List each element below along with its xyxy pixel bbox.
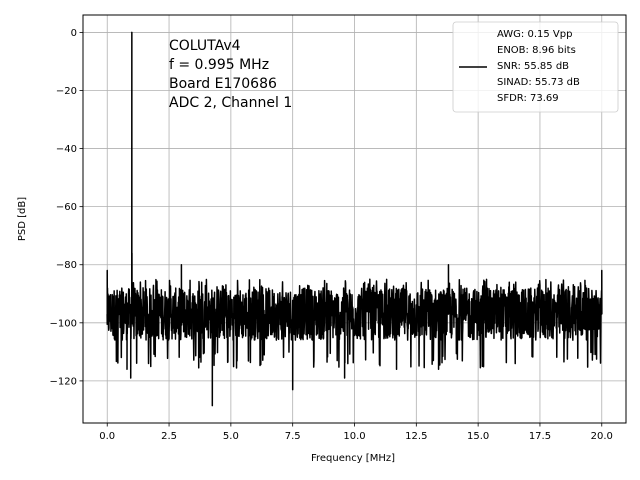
x-tick-label: 20.0 [591, 431, 613, 442]
series-group [106, 31, 603, 407]
x-tick-label: 2.5 [161, 431, 177, 442]
y-tick-label: −120 [50, 376, 77, 387]
x-tick-label: 0.0 [99, 431, 115, 442]
legend-entry: AWG: 0.15 Vpp [497, 29, 572, 40]
legend-entry: SFDR: 73.69 [497, 93, 559, 104]
legend-entry: SINAD: 55.73 dB [497, 77, 580, 88]
grid-lines [83, 15, 626, 423]
x-tick-label: 12.5 [405, 431, 427, 442]
x-tick-label: 10.0 [343, 431, 365, 442]
x-tick-label: 17.5 [529, 431, 551, 442]
legend-frame [452, 21, 619, 113]
y-axis-label: PSD [dB] [17, 197, 28, 241]
y-tick-label: 0 [71, 28, 77, 39]
y-tick-label: −40 [56, 144, 77, 155]
y-tick-label: −100 [50, 318, 77, 329]
annotation-line: COLUTAv4 [169, 38, 241, 54]
y-axis-ticks: 0 −20 −40 −60 −80 −100 −120 [50, 28, 83, 387]
annotation-line: f = 0.995 MHz [169, 57, 269, 73]
y-tick-label: −20 [56, 86, 77, 97]
x-tick-label: 7.5 [285, 431, 301, 442]
legend-entry: ENOB: 8.96 bits [497, 45, 576, 56]
legend-entry: SNR: 55.85 dB [497, 61, 569, 72]
chart-annotation: COLUTAv4 f = 0.995 MHz Board E170686 ADC 2,… [169, 38, 292, 111]
y-tick-label: −60 [56, 202, 77, 213]
legend: AWG: 0.15 Vpp ENOB: 8.96 bits SNR: 55.85 d… [452, 21, 619, 113]
y-tick-label: −80 [56, 260, 77, 271]
annotation-line: ADC 2, Channel 1 [169, 95, 292, 111]
x-axis-ticks: 0.0 2.5 5.0 7.5 10.0 12.5 15.0 17.5 20.0 [99, 423, 613, 442]
annotation-line: Board E170686 [169, 76, 277, 92]
x-axis-label: Frequency [MHz] [311, 453, 395, 464]
psd-series-line [106, 31, 603, 407]
x-tick-label: 5.0 [223, 431, 239, 442]
x-tick-label: 15.0 [467, 431, 489, 442]
